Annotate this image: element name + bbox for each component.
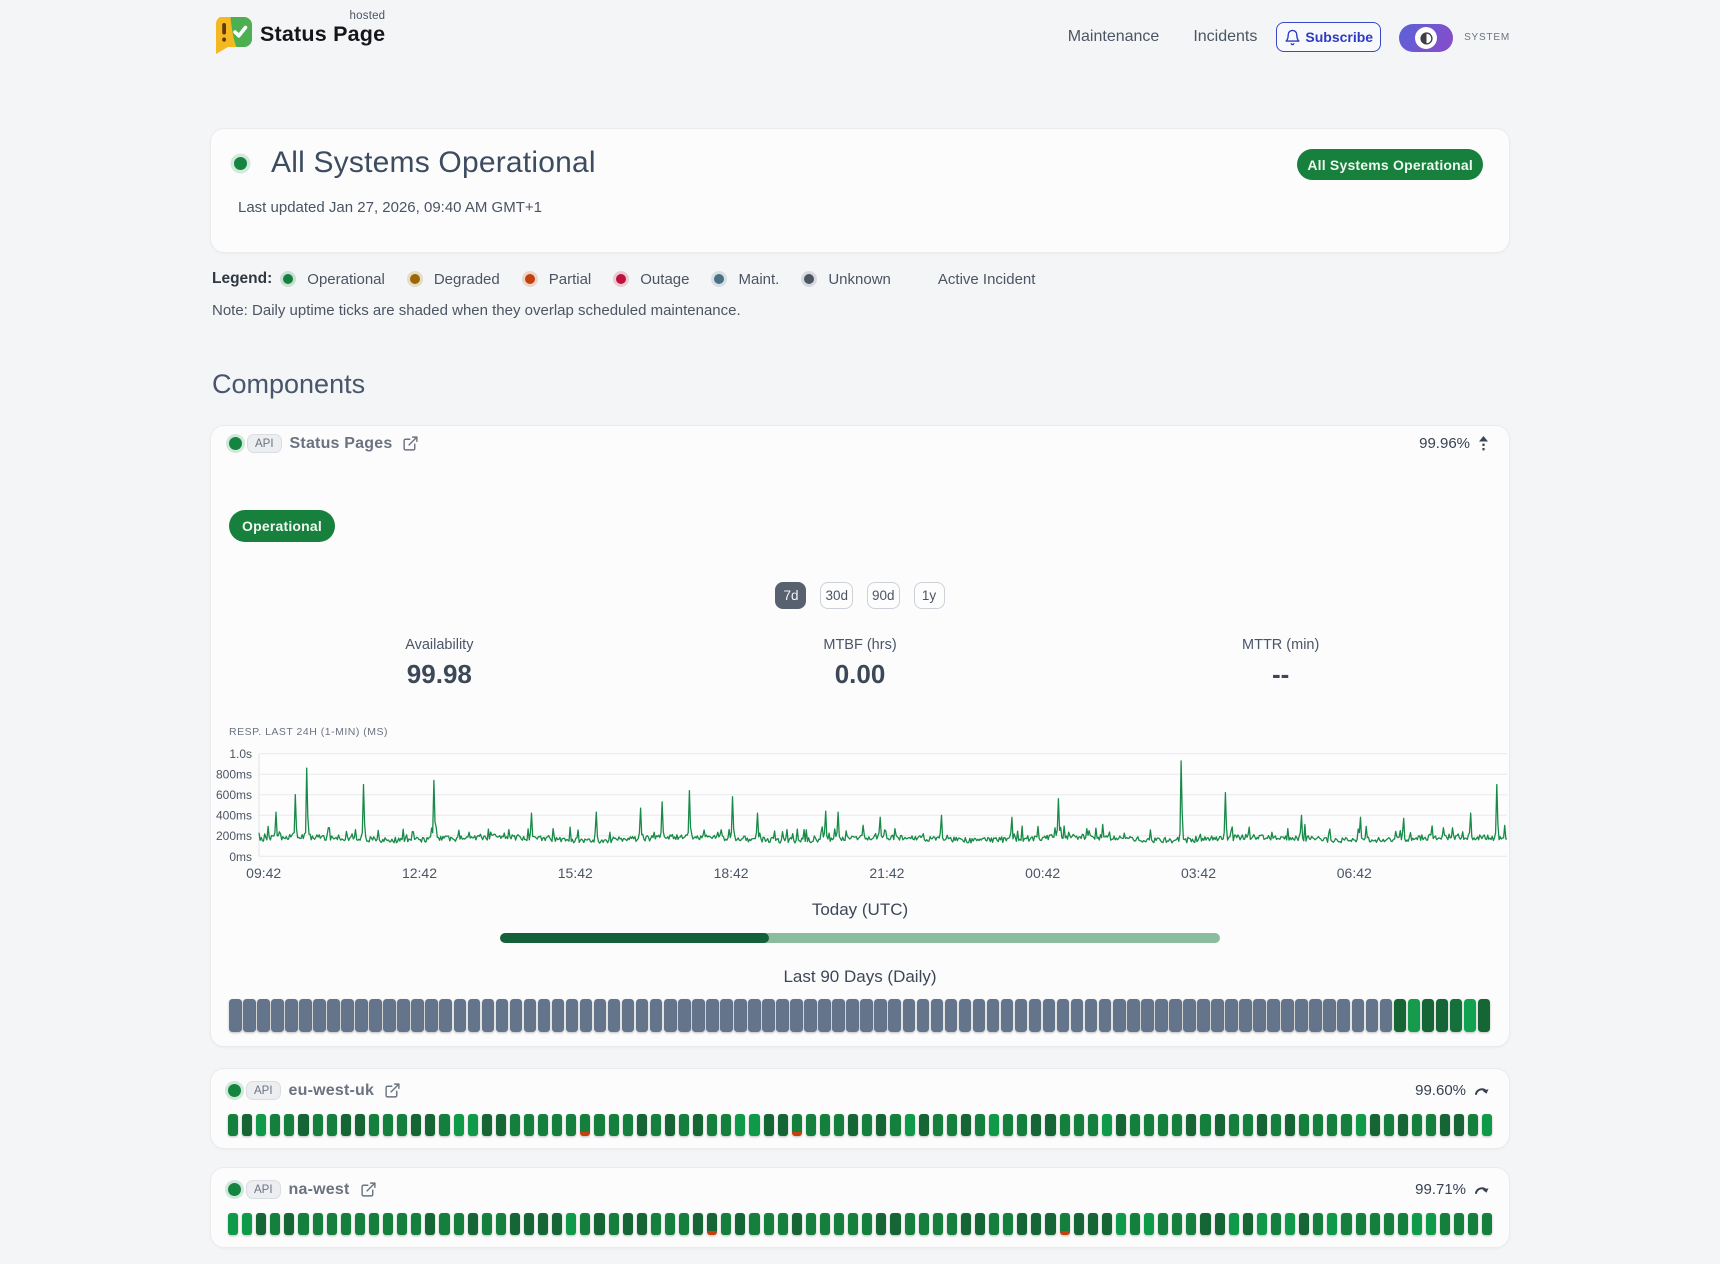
svg-text:600ms: 600ms	[216, 788, 252, 802]
svg-text:00:42: 00:42	[1025, 865, 1060, 881]
svg-text:400ms: 400ms	[216, 809, 252, 823]
svg-text:03:42: 03:42	[1181, 865, 1216, 881]
svg-text:1.0s: 1.0s	[229, 747, 252, 761]
svg-text:18:42: 18:42	[714, 865, 749, 881]
svg-text:800ms: 800ms	[216, 768, 252, 782]
svg-text:09:42: 09:42	[246, 865, 281, 881]
svg-text:0ms: 0ms	[229, 850, 252, 864]
svg-text:200ms: 200ms	[216, 829, 252, 843]
svg-text:21:42: 21:42	[869, 865, 904, 881]
svg-text:12:42: 12:42	[402, 865, 437, 881]
svg-text:15:42: 15:42	[558, 865, 593, 881]
svg-text:06:42: 06:42	[1337, 865, 1372, 881]
